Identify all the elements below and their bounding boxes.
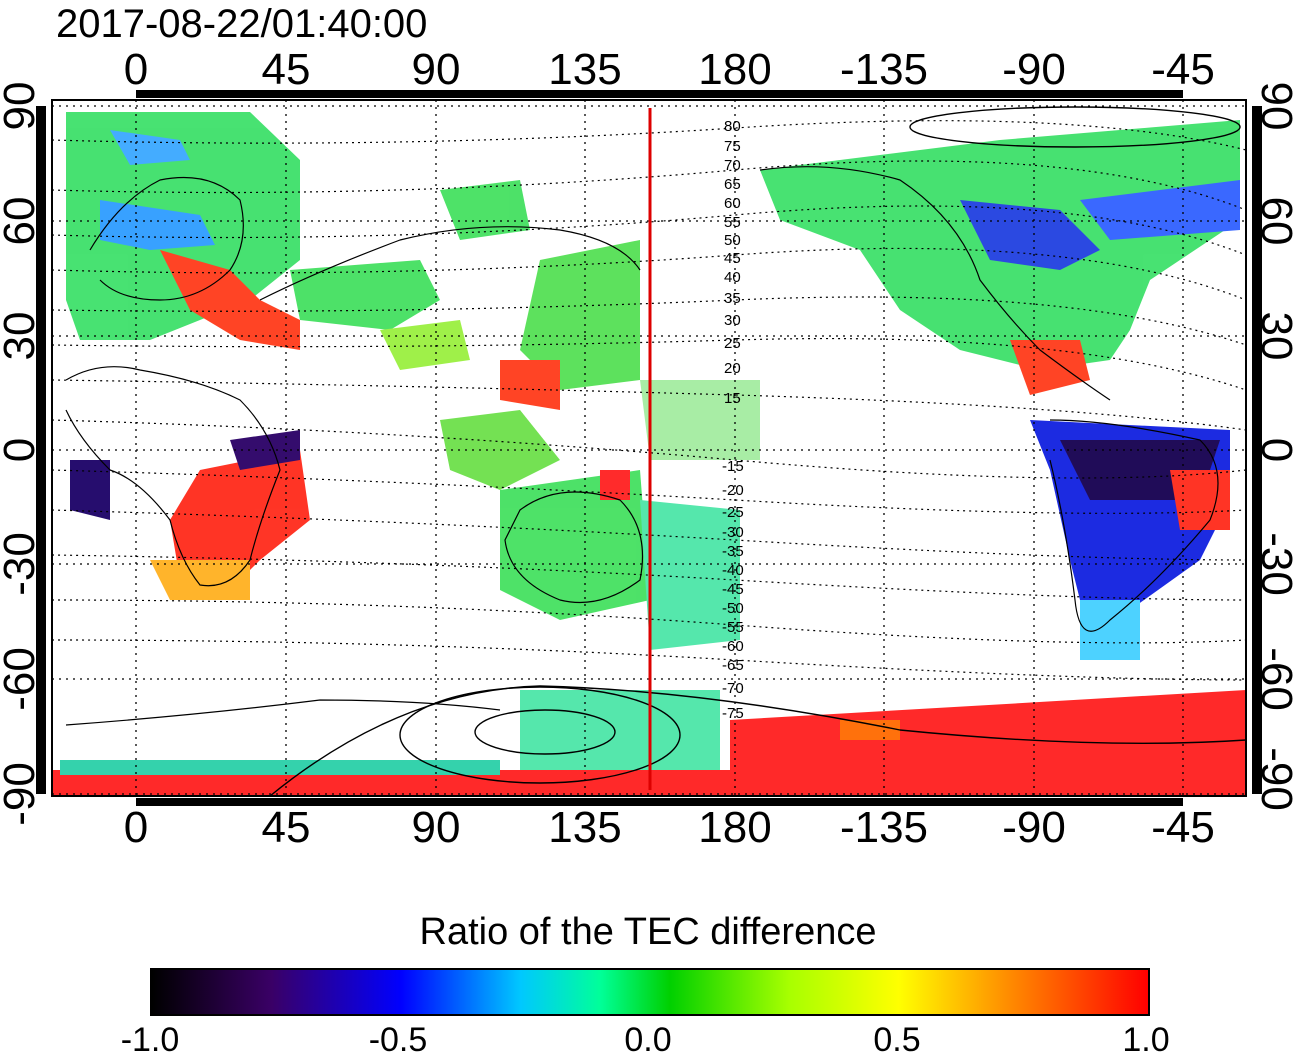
lat-tick: -60 [1252, 647, 1296, 711]
lon-tick: -45 [1151, 803, 1215, 852]
contour-label: 45 [724, 250, 741, 267]
coastlines [65, 166, 1219, 726]
contour-label: 25 [724, 335, 741, 352]
contour-label: -30 [722, 524, 744, 541]
lon-tick: 180 [698, 45, 772, 94]
colorbar-tick: -0.5 [368, 1021, 428, 1059]
lon-tick: 135 [548, 45, 622, 94]
contour-label: -65 [722, 657, 744, 674]
lon-tick: 90 [411, 803, 461, 852]
contour-label: 75 [724, 138, 741, 155]
lon-tick: 0 [123, 45, 149, 94]
contour-label: -75 [722, 705, 744, 722]
lat-tick: -30 [0, 532, 44, 596]
contour-label: -55 [722, 619, 744, 636]
lon-tick: 0 [123, 803, 149, 852]
contour-label: -70 [722, 680, 744, 697]
contour-label: 50 [724, 232, 741, 249]
lon-tick: -135 [839, 803, 929, 852]
colorbar-tick: 1.0 [1122, 1021, 1170, 1059]
lat-tick: 30 [1252, 311, 1296, 361]
contour-label: 35 [724, 290, 741, 307]
contour-label: 55 [724, 214, 741, 231]
contour-label: -50 [722, 600, 744, 617]
colorbar-tick: -1.0 [120, 1021, 180, 1059]
lat-tick: -30 [1252, 532, 1296, 596]
tec-map [36, 90, 1262, 806]
lon-tick: 135 [548, 803, 622, 852]
colorbar [150, 968, 1150, 1016]
contour-label: -60 [722, 638, 744, 655]
contour-label: -35 [722, 543, 744, 560]
contour-label: -20 [722, 482, 744, 499]
lat-tick: 90 [1252, 81, 1296, 131]
contour-label: 20 [724, 360, 741, 377]
lon-tick: -135 [839, 45, 929, 94]
lon-tick: 90 [411, 45, 461, 94]
lon-tick: 45 [261, 45, 311, 94]
contour-label: -40 [722, 562, 744, 579]
lat-tick: -60 [0, 647, 44, 711]
colorbar-tick: 0.5 [873, 1021, 921, 1059]
lat-tick: 0 [1252, 420, 1296, 480]
lon-tick: 180 [698, 803, 772, 852]
contour-label: 80 [724, 118, 741, 135]
lat-tick: 60 [0, 196, 44, 246]
map-title: 2017-08-22/01:40:00 [56, 2, 428, 46]
colorbar-title: Ratio of the TEC difference [419, 911, 877, 953]
magnetic-contours [52, 120, 1246, 681]
lon-tick: -90 [1002, 45, 1066, 94]
polar-contours [269, 106, 1246, 796]
contour-label: 60 [724, 195, 741, 212]
lon-tick: -45 [1151, 45, 1215, 94]
contour-label: 65 [724, 176, 741, 193]
lon-tick: -90 [1002, 803, 1066, 852]
contour-label: 30 [724, 312, 741, 329]
contour-label: -15 [722, 458, 744, 475]
contour-label: -45 [722, 581, 744, 598]
contour-label: 40 [724, 269, 741, 286]
lat-tick: -90 [0, 762, 44, 826]
lon-tick: 45 [261, 803, 311, 852]
contour-label: -25 [722, 504, 744, 521]
colorbar-tick: 0.0 [624, 1021, 672, 1059]
lat-tick: 90 [0, 81, 44, 131]
lat-tick: 30 [0, 311, 44, 361]
lat-tick: 60 [1252, 196, 1296, 246]
lat-tick: 0 [0, 420, 44, 480]
contour-label: 70 [724, 157, 741, 174]
lat-tick: -90 [1252, 747, 1296, 811]
contour-label: 15 [724, 390, 741, 407]
